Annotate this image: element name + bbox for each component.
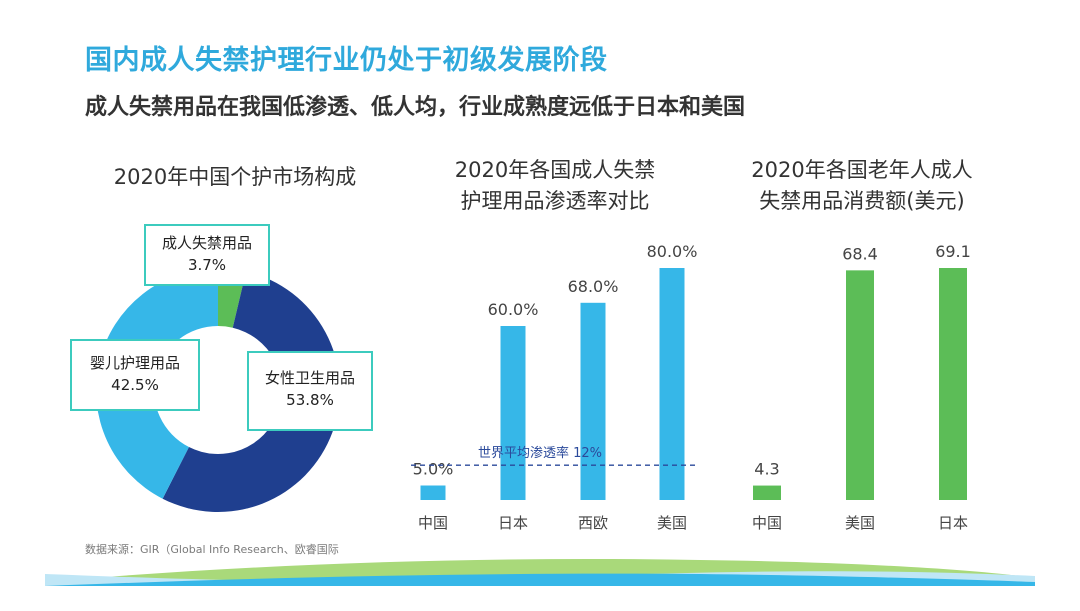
- donut-chart-title: 2020年中国个护市场构成: [85, 162, 385, 193]
- bar-value-label: 60.0%: [488, 300, 539, 319]
- donut-slice: [162, 271, 341, 513]
- data-source-note: 数据来源：GIR（Global Info Research、欧睿国际: [85, 543, 339, 556]
- slice-label-adult-incontinence: 成人失禁用品 3.7%: [144, 224, 270, 286]
- bar-value-label: 5.0%: [413, 460, 454, 479]
- bar: [500, 326, 526, 500]
- spending-chart-title-line-2: 失禁用品消费额(美元): [759, 189, 965, 213]
- slice-label-name: 婴儿护理用品: [89, 354, 180, 372]
- slice-label-name: 女性卫生用品: [264, 369, 355, 387]
- slice-label-value: 3.7%: [187, 256, 227, 274]
- spending-chart-title-line-1: 2020年各国老年人成人: [751, 158, 973, 182]
- wave-blue: [45, 573, 1035, 586]
- donut-slice: [95, 268, 218, 499]
- slice-label-value: 42.5%: [111, 376, 159, 394]
- bar-value-label: 80.0%: [647, 242, 698, 261]
- bar: [753, 485, 781, 500]
- page-subtitle: 成人失禁用品在我国低渗透、低人均，行业成熟度远低于日本和美国: [85, 95, 746, 120]
- category-tick-label: 中国: [418, 514, 448, 532]
- bar-value-label: 4.3: [754, 460, 779, 479]
- slice-label-name: 成人失禁用品: [161, 234, 252, 252]
- bar: [659, 268, 685, 500]
- category-tick-label: 西欧: [578, 514, 608, 532]
- bar-value-label: 69.1: [935, 242, 971, 261]
- page-title: 国内成人失禁护理行业仍处于初级发展阶段: [85, 45, 608, 76]
- slice-label-baby-care: 婴儿护理用品 42.5%: [70, 339, 200, 411]
- bar-value-label: 68.4: [842, 244, 878, 263]
- category-tick-label: 中国: [752, 514, 782, 532]
- category-tick-label: 美国: [657, 514, 687, 532]
- bar: [580, 302, 606, 500]
- penetration-chart-title-line-1: 2020年各国成人失禁: [454, 158, 656, 182]
- category-tick-label: 日本: [498, 514, 528, 532]
- bar-value-label: 68.0%: [568, 277, 619, 296]
- reference-line-label: 世界平均渗透率 12%: [478, 445, 602, 461]
- bar: [939, 268, 967, 500]
- footer-wave-decoration: [45, 558, 1035, 586]
- slice-label-female-hygiene: 女性卫生用品 53.8%: [247, 351, 373, 431]
- bar: [846, 270, 874, 500]
- penetration-chart-title: 2020年各国成人失禁 护理用品渗透率对比: [400, 155, 710, 217]
- category-tick-label: 日本: [938, 514, 968, 532]
- bar: [420, 485, 446, 500]
- slice-label-value: 53.8%: [286, 391, 334, 409]
- donut-chart-title-line: 2020年中国个护市场构成: [113, 165, 357, 189]
- category-tick-label: 美国: [845, 514, 875, 532]
- spending-chart-title: 2020年各国老年人成人 失禁用品消费额(美元): [722, 155, 1002, 217]
- penetration-chart-title-line-2: 护理用品渗透率对比: [460, 189, 650, 213]
